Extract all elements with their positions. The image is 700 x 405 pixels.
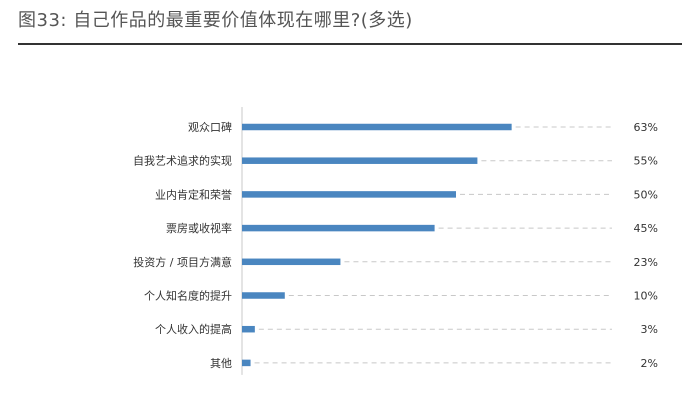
value-label: 50% bbox=[634, 188, 658, 201]
category-label: 个人收入的提高 bbox=[155, 322, 232, 336]
value-label: 63% bbox=[634, 121, 658, 134]
title-divider bbox=[18, 43, 682, 45]
category-label: 投资方 / 项目方满意 bbox=[133, 255, 232, 269]
bar bbox=[242, 292, 285, 299]
value-label: 10% bbox=[634, 290, 658, 303]
category-label: 观众口碑 bbox=[188, 121, 232, 134]
category-label: 自我艺术追求的实现 bbox=[133, 154, 232, 168]
category-label: 其他 bbox=[210, 357, 232, 370]
value-label: 23% bbox=[634, 256, 658, 269]
bar bbox=[242, 123, 512, 131]
chart-title: 图33: 自己作品的最重要价值体现在哪里?(多选) bbox=[18, 10, 413, 31]
category-label: 票房或收视率 bbox=[166, 221, 232, 235]
value-label: 45% bbox=[634, 222, 658, 235]
bar bbox=[242, 359, 251, 367]
category-label: 业内肯定和荣誉 bbox=[155, 187, 232, 201]
bar bbox=[242, 157, 478, 164]
bar bbox=[242, 258, 341, 266]
bar bbox=[242, 325, 255, 333]
value-label: 2% bbox=[641, 357, 658, 370]
category-label: 个人知名度的提升 bbox=[144, 289, 232, 303]
value-label: 3% bbox=[641, 323, 658, 336]
value-label: 55% bbox=[634, 155, 658, 168]
bar bbox=[242, 191, 456, 198]
bar bbox=[242, 224, 435, 232]
